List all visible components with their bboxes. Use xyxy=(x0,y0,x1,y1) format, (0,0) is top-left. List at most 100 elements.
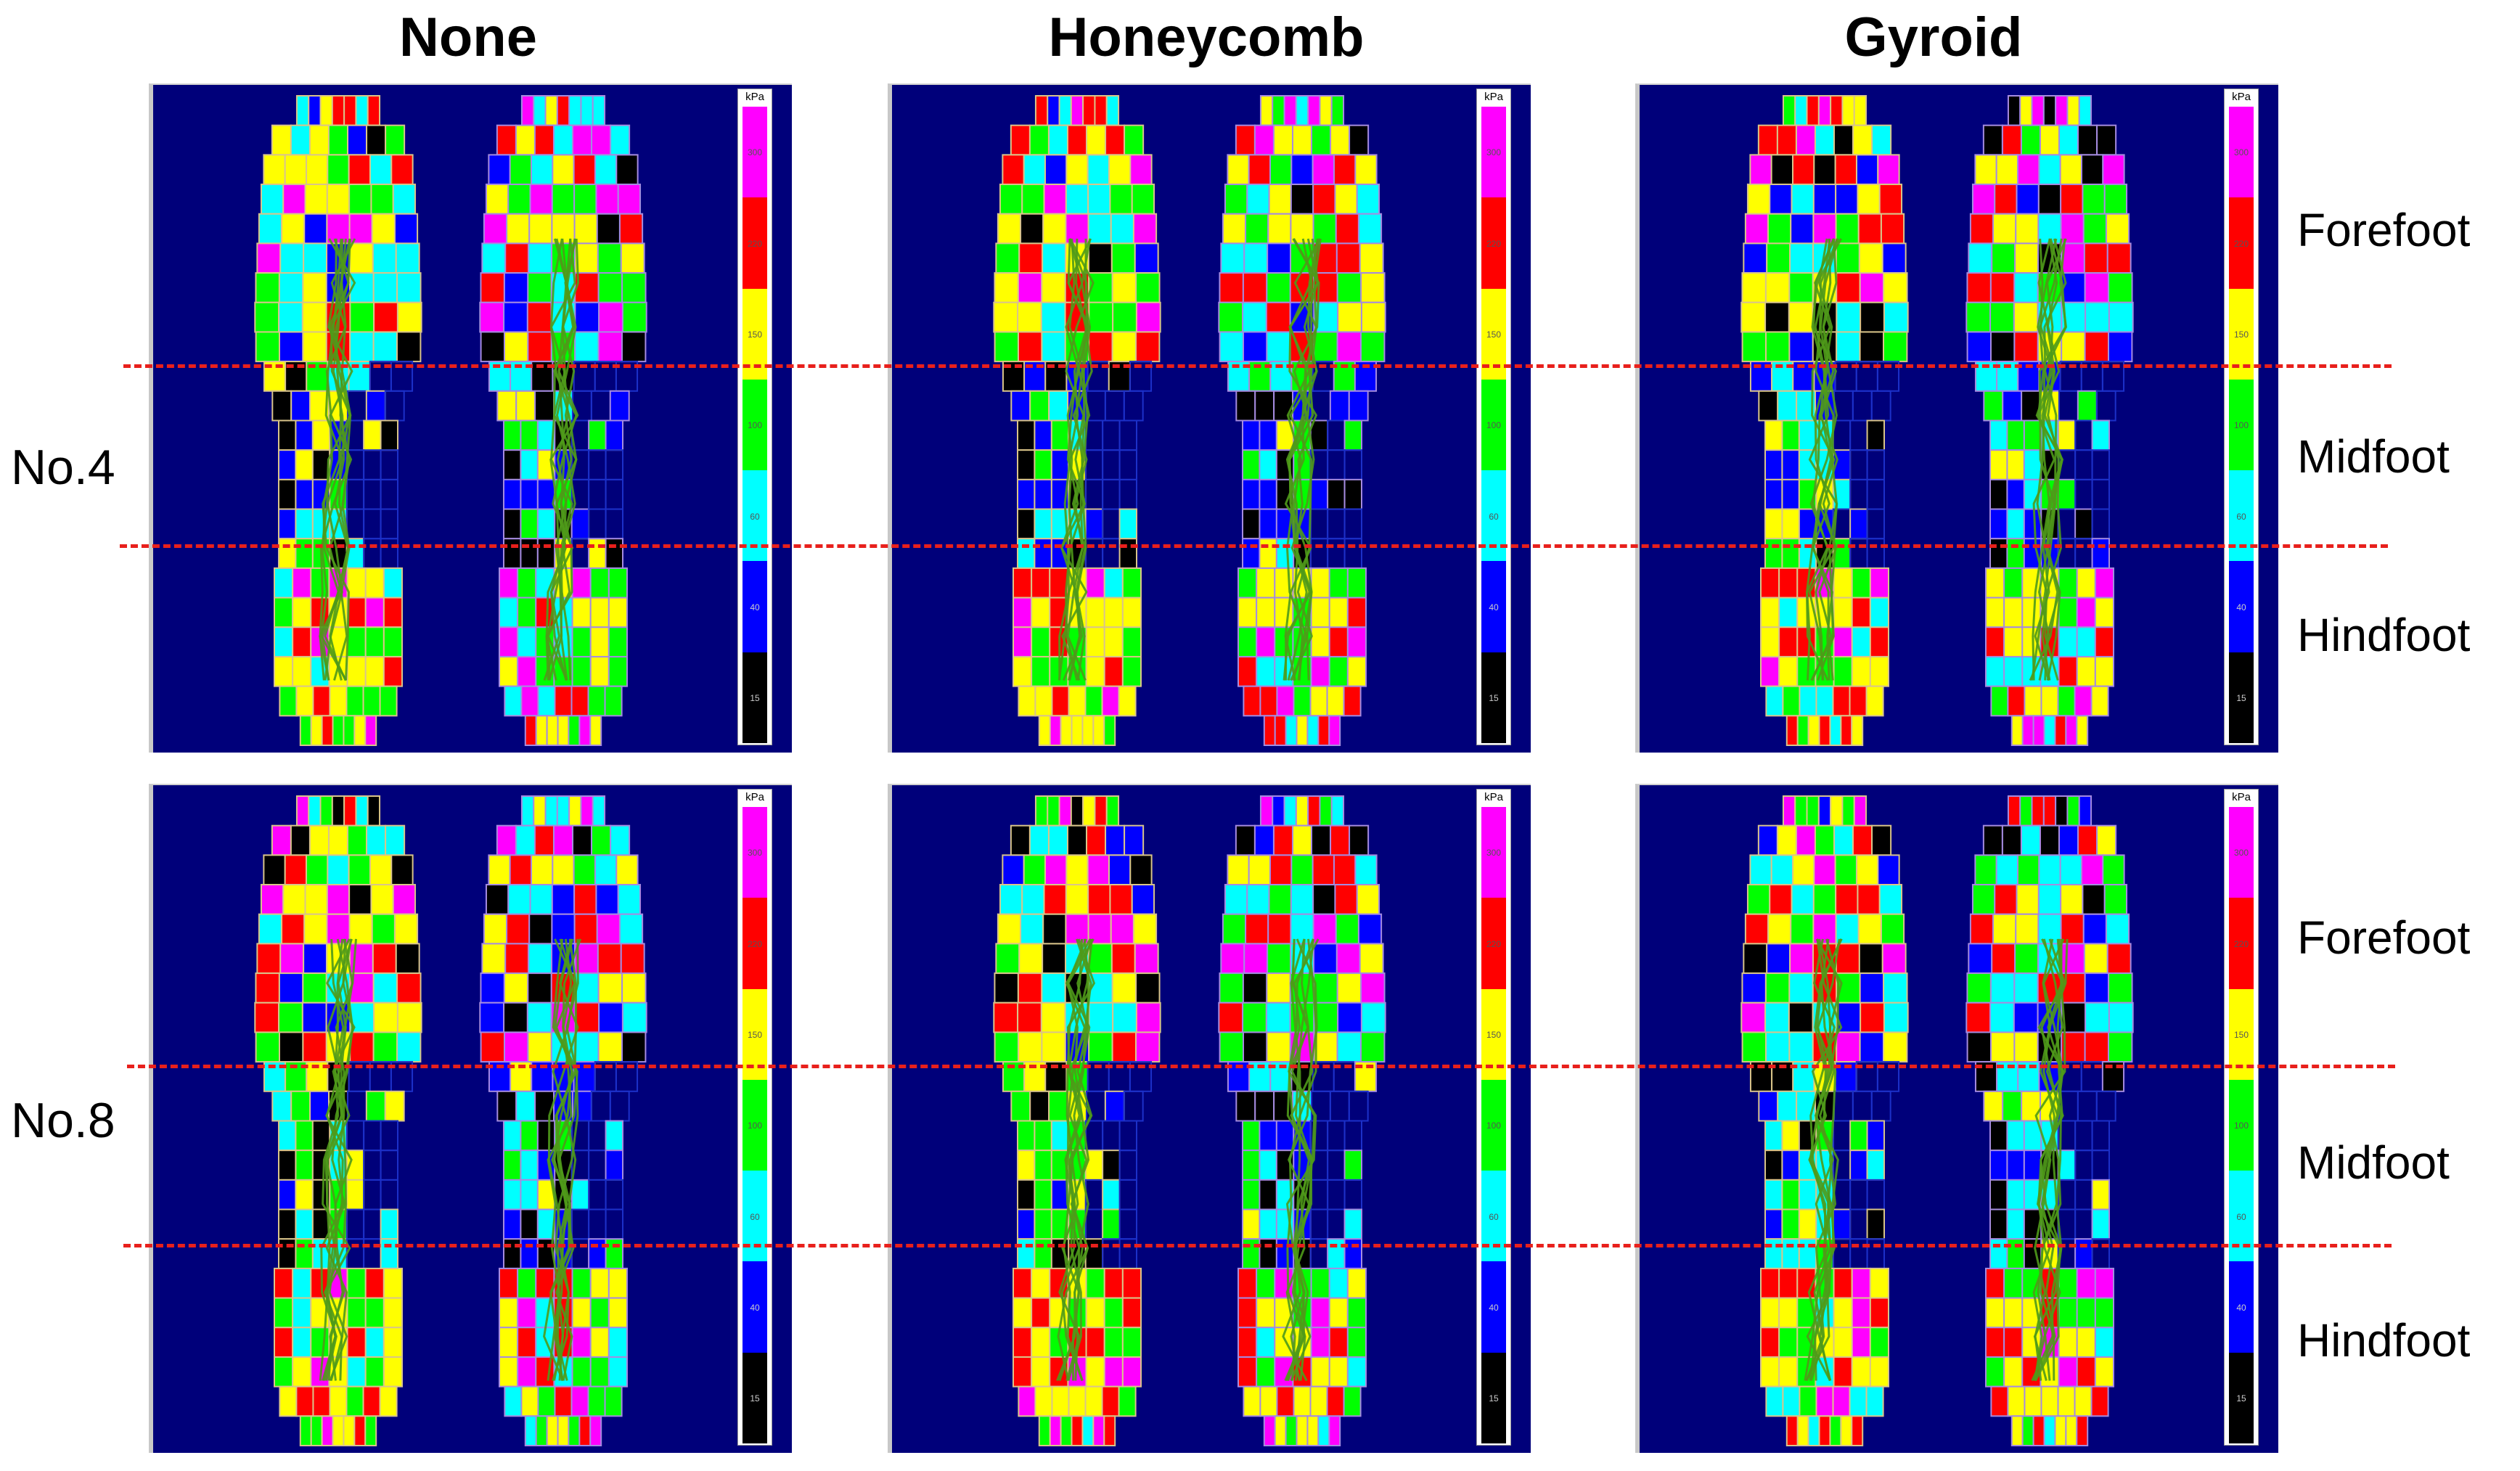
sensor-cell xyxy=(1781,449,1800,480)
sensor-cell xyxy=(1065,213,1089,245)
sensor-cell xyxy=(1841,95,1855,126)
sensor-cell xyxy=(1246,184,1270,215)
sensor-cell xyxy=(1871,124,1892,156)
pressure-trajectory-line xyxy=(2033,938,2064,1381)
sensor-cell xyxy=(1227,854,1250,886)
sensor-cell xyxy=(1295,95,1309,126)
sensor-cell xyxy=(2058,1327,2078,1358)
foot-pressure-canvas xyxy=(1740,95,2134,746)
sensor-cell xyxy=(364,1297,385,1329)
sensor-cell xyxy=(537,1385,556,1417)
sensor-cell xyxy=(1969,913,1995,945)
sensor-cell xyxy=(504,685,523,717)
sensor-cell xyxy=(2058,655,2078,687)
sensor-cell xyxy=(363,508,382,540)
sensor-cell xyxy=(2091,419,2110,451)
sensor-cell xyxy=(1309,538,1329,569)
sensor-cell xyxy=(1360,272,1386,303)
foot-pressure-canvas xyxy=(254,795,647,1446)
sensor-cell xyxy=(1869,626,1890,657)
sensor-cell xyxy=(346,1090,367,1122)
sensor-cell xyxy=(1309,685,1328,717)
sensor-cell xyxy=(1968,242,1993,274)
sensor-cell xyxy=(528,242,553,274)
sensor-cell xyxy=(1767,913,1792,945)
sensor-cell xyxy=(1259,419,1277,451)
sensor-cell xyxy=(605,1179,623,1210)
sensor-cell xyxy=(1791,184,1815,215)
sensor-cell xyxy=(1041,972,1066,1004)
sensor-cell xyxy=(1086,124,1107,156)
scale-tick-label: 150 xyxy=(1486,1029,1502,1040)
sensor-cell xyxy=(1306,715,1320,746)
sensor-cell xyxy=(1042,213,1067,245)
sensor-cell xyxy=(1259,449,1277,480)
sensor-cell xyxy=(1869,1356,1890,1388)
sensor-cell xyxy=(2060,943,2085,975)
sensor-cell xyxy=(1777,390,1798,422)
sensor-cell xyxy=(1135,331,1161,363)
sensor-cell xyxy=(390,854,414,886)
scale-segment xyxy=(1481,197,1506,289)
sensor-cell xyxy=(396,331,422,363)
sensor-cell xyxy=(1276,1385,1295,1417)
sensor-cell xyxy=(1242,972,1268,1004)
sensor-cell xyxy=(1760,655,1780,687)
sensor-cell xyxy=(997,213,1022,245)
sensor-cell xyxy=(1017,478,1036,510)
pressure-trajectory-line xyxy=(1060,238,1088,681)
sensor-cell xyxy=(1869,1267,1890,1299)
sensor-cell xyxy=(1807,1415,1820,1446)
sensor-cell xyxy=(573,184,597,215)
sensor-cell xyxy=(1028,824,1050,856)
sensor-cell xyxy=(1807,715,1820,746)
sensor-cell xyxy=(536,508,556,540)
sensor-cell xyxy=(364,1327,385,1358)
sensor-cell xyxy=(1965,301,1992,333)
sensor-cell xyxy=(503,538,522,569)
sensor-cell xyxy=(503,1208,522,1240)
sensor-cell xyxy=(256,242,282,274)
sensor-cell xyxy=(255,972,280,1004)
sensor-cell xyxy=(1135,972,1161,1004)
sensor-cell xyxy=(1222,213,1247,245)
sensor-cell xyxy=(2002,390,2023,422)
sensor-cell xyxy=(1343,1150,1362,1181)
sensor-cell xyxy=(1084,1120,1104,1152)
sensor-cell xyxy=(295,95,310,126)
sensor-cell xyxy=(1066,124,1088,156)
pressure-trajectory-line xyxy=(319,238,353,681)
row-label-no8: No.8 xyxy=(11,1093,115,1148)
sensor-cell xyxy=(1326,1385,1345,1417)
sensor-cell xyxy=(588,1208,607,1240)
sensor-cell xyxy=(1333,854,1357,886)
scale-tick-label: 60 xyxy=(1489,511,1499,522)
sensor-cell xyxy=(1883,272,1908,303)
sensor-cell xyxy=(499,597,519,628)
sensor-cell xyxy=(1031,1356,1051,1388)
sensor-cell xyxy=(1124,824,1145,856)
sensor-cell xyxy=(544,795,558,827)
sensor-cell xyxy=(509,854,533,886)
sensor-cell xyxy=(578,1415,592,1446)
sensor-cell xyxy=(1070,795,1084,827)
sensor-cell xyxy=(1109,884,1133,915)
left-foot-pressure-grid xyxy=(254,95,422,746)
sensor-cell xyxy=(1813,154,1836,186)
sensor-cell xyxy=(506,913,531,945)
sensor-cell xyxy=(271,124,292,156)
sensor-cell xyxy=(1851,1356,1871,1388)
sensor-cell xyxy=(1764,538,1783,569)
sensor-cell xyxy=(2076,715,2089,746)
sensor-cell xyxy=(588,1120,607,1152)
sensor-cell xyxy=(1034,538,1052,569)
scale-tick-label: 40 xyxy=(1489,1302,1499,1313)
sensor-cell xyxy=(1741,331,1767,363)
sensor-cell xyxy=(527,331,552,363)
sensor-cell xyxy=(572,124,593,156)
sensor-cell xyxy=(1788,272,1814,303)
sensor-cell xyxy=(1047,124,1068,156)
sensor-cell xyxy=(301,301,327,333)
sensor-cell xyxy=(396,1031,422,1063)
sensor-cell xyxy=(1224,884,1248,915)
